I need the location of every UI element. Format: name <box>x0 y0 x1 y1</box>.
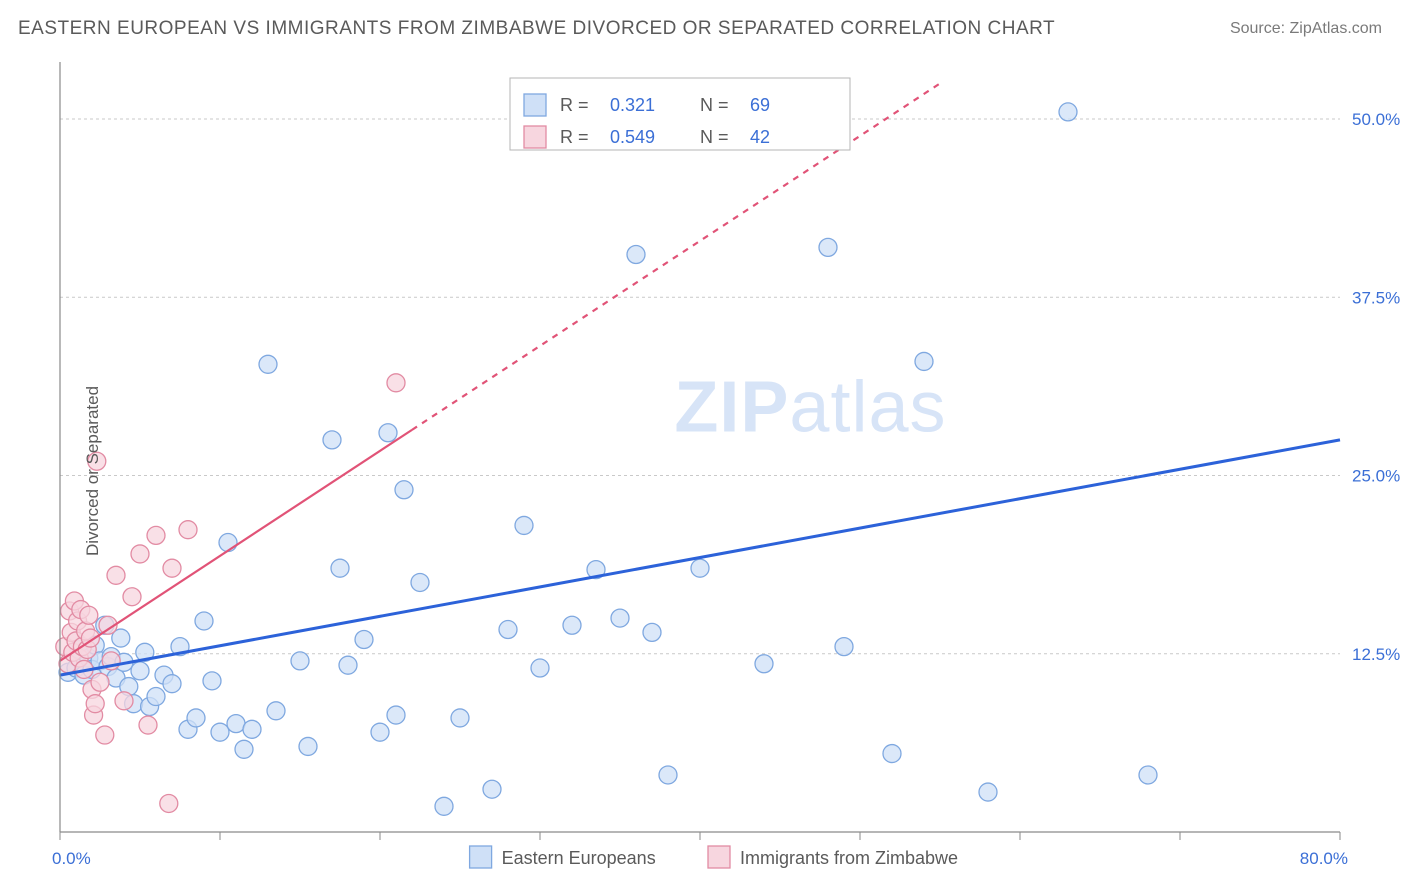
data-point <box>435 797 453 815</box>
data-point <box>291 652 309 670</box>
legend-swatch <box>708 846 730 868</box>
data-point <box>243 720 261 738</box>
data-point <box>147 526 165 544</box>
legend-r-label: R = <box>560 127 589 147</box>
series <box>56 374 405 813</box>
data-point <box>195 612 213 630</box>
data-point <box>131 662 149 680</box>
data-point <box>691 559 709 577</box>
legend-swatch <box>524 126 546 148</box>
data-point <box>659 766 677 784</box>
data-point <box>163 559 181 577</box>
data-point <box>80 606 98 624</box>
source-attribution: Source: ZipAtlas.com <box>1230 20 1382 38</box>
legend-n-label: N = <box>700 95 729 115</box>
legend-n-value: 42 <box>750 127 770 147</box>
data-point <box>331 559 349 577</box>
legend-swatch <box>524 94 546 116</box>
y-tick-label: 12.5% <box>1352 645 1400 664</box>
trend-line <box>60 430 412 661</box>
x-tick-label: 0.0% <box>52 849 91 868</box>
data-point <box>339 656 357 674</box>
data-point <box>755 655 773 673</box>
data-point <box>643 623 661 641</box>
data-point <box>883 745 901 763</box>
data-point <box>411 573 429 591</box>
data-point <box>107 566 125 584</box>
data-point <box>387 374 405 392</box>
data-point <box>499 621 517 639</box>
data-point <box>531 659 549 677</box>
data-point <box>160 794 178 812</box>
data-point <box>203 672 221 690</box>
data-point <box>227 715 245 733</box>
data-point <box>235 740 253 758</box>
legend-n-label: N = <box>700 127 729 147</box>
data-point <box>1139 766 1157 784</box>
data-point <box>451 709 469 727</box>
data-point <box>163 675 181 693</box>
data-point <box>819 238 837 256</box>
legend-swatch <box>470 846 492 868</box>
legend-r-value: 0.549 <box>610 127 655 147</box>
data-point <box>211 723 229 741</box>
data-point <box>219 534 237 552</box>
data-point <box>379 424 397 442</box>
data-point <box>371 723 389 741</box>
x-tick-label: 80.0% <box>1300 849 1348 868</box>
data-point <box>147 688 165 706</box>
data-point <box>115 692 133 710</box>
data-point <box>187 709 205 727</box>
data-point <box>611 609 629 627</box>
chart-title: EASTERN EUROPEAN VS IMMIGRANTS FROM ZIMB… <box>18 18 1055 40</box>
legend-series-label: Eastern Europeans <box>502 848 656 868</box>
y-tick-label: 37.5% <box>1352 288 1400 307</box>
data-point <box>835 638 853 656</box>
legend-n-value: 69 <box>750 95 770 115</box>
data-point <box>395 481 413 499</box>
data-point <box>387 706 405 724</box>
data-point <box>915 352 933 370</box>
data-point <box>259 355 277 373</box>
chart-container: Divorced or Separated 12.5% 25.0% 37.5% 50.… <box>0 50 1406 892</box>
data-point <box>323 431 341 449</box>
data-point <box>563 616 581 634</box>
data-point <box>131 545 149 563</box>
legend-series-label: Immigrants from Zimbabwe <box>740 848 958 868</box>
data-point <box>627 246 645 264</box>
series <box>59 103 1157 815</box>
y-tick-label: 25.0% <box>1352 467 1400 486</box>
data-point <box>139 716 157 734</box>
data-point <box>1059 103 1077 121</box>
data-point <box>123 588 141 606</box>
data-point <box>979 783 997 801</box>
data-point <box>267 702 285 720</box>
data-point <box>179 521 197 539</box>
scatter-chart: 12.5% 25.0% 37.5% 50.0% ZIPatlas 0.0% 80.0% R =… <box>0 50 1406 892</box>
data-point <box>299 737 317 755</box>
legend-r-label: R = <box>560 95 589 115</box>
watermark: ZIPatlas <box>674 368 946 448</box>
correlation-legend: R = 0.321 N = 69 R = 0.549 N = 42 <box>510 78 850 150</box>
data-point <box>355 631 373 649</box>
data-point <box>91 673 109 691</box>
data-point <box>515 516 533 534</box>
legend-r-value: 0.321 <box>610 95 655 115</box>
data-point <box>483 780 501 798</box>
data-point <box>86 695 104 713</box>
y-axis-label: Divorced or Separated <box>83 386 103 556</box>
y-tick-label: 50.0% <box>1352 110 1400 129</box>
data-point <box>96 726 114 744</box>
